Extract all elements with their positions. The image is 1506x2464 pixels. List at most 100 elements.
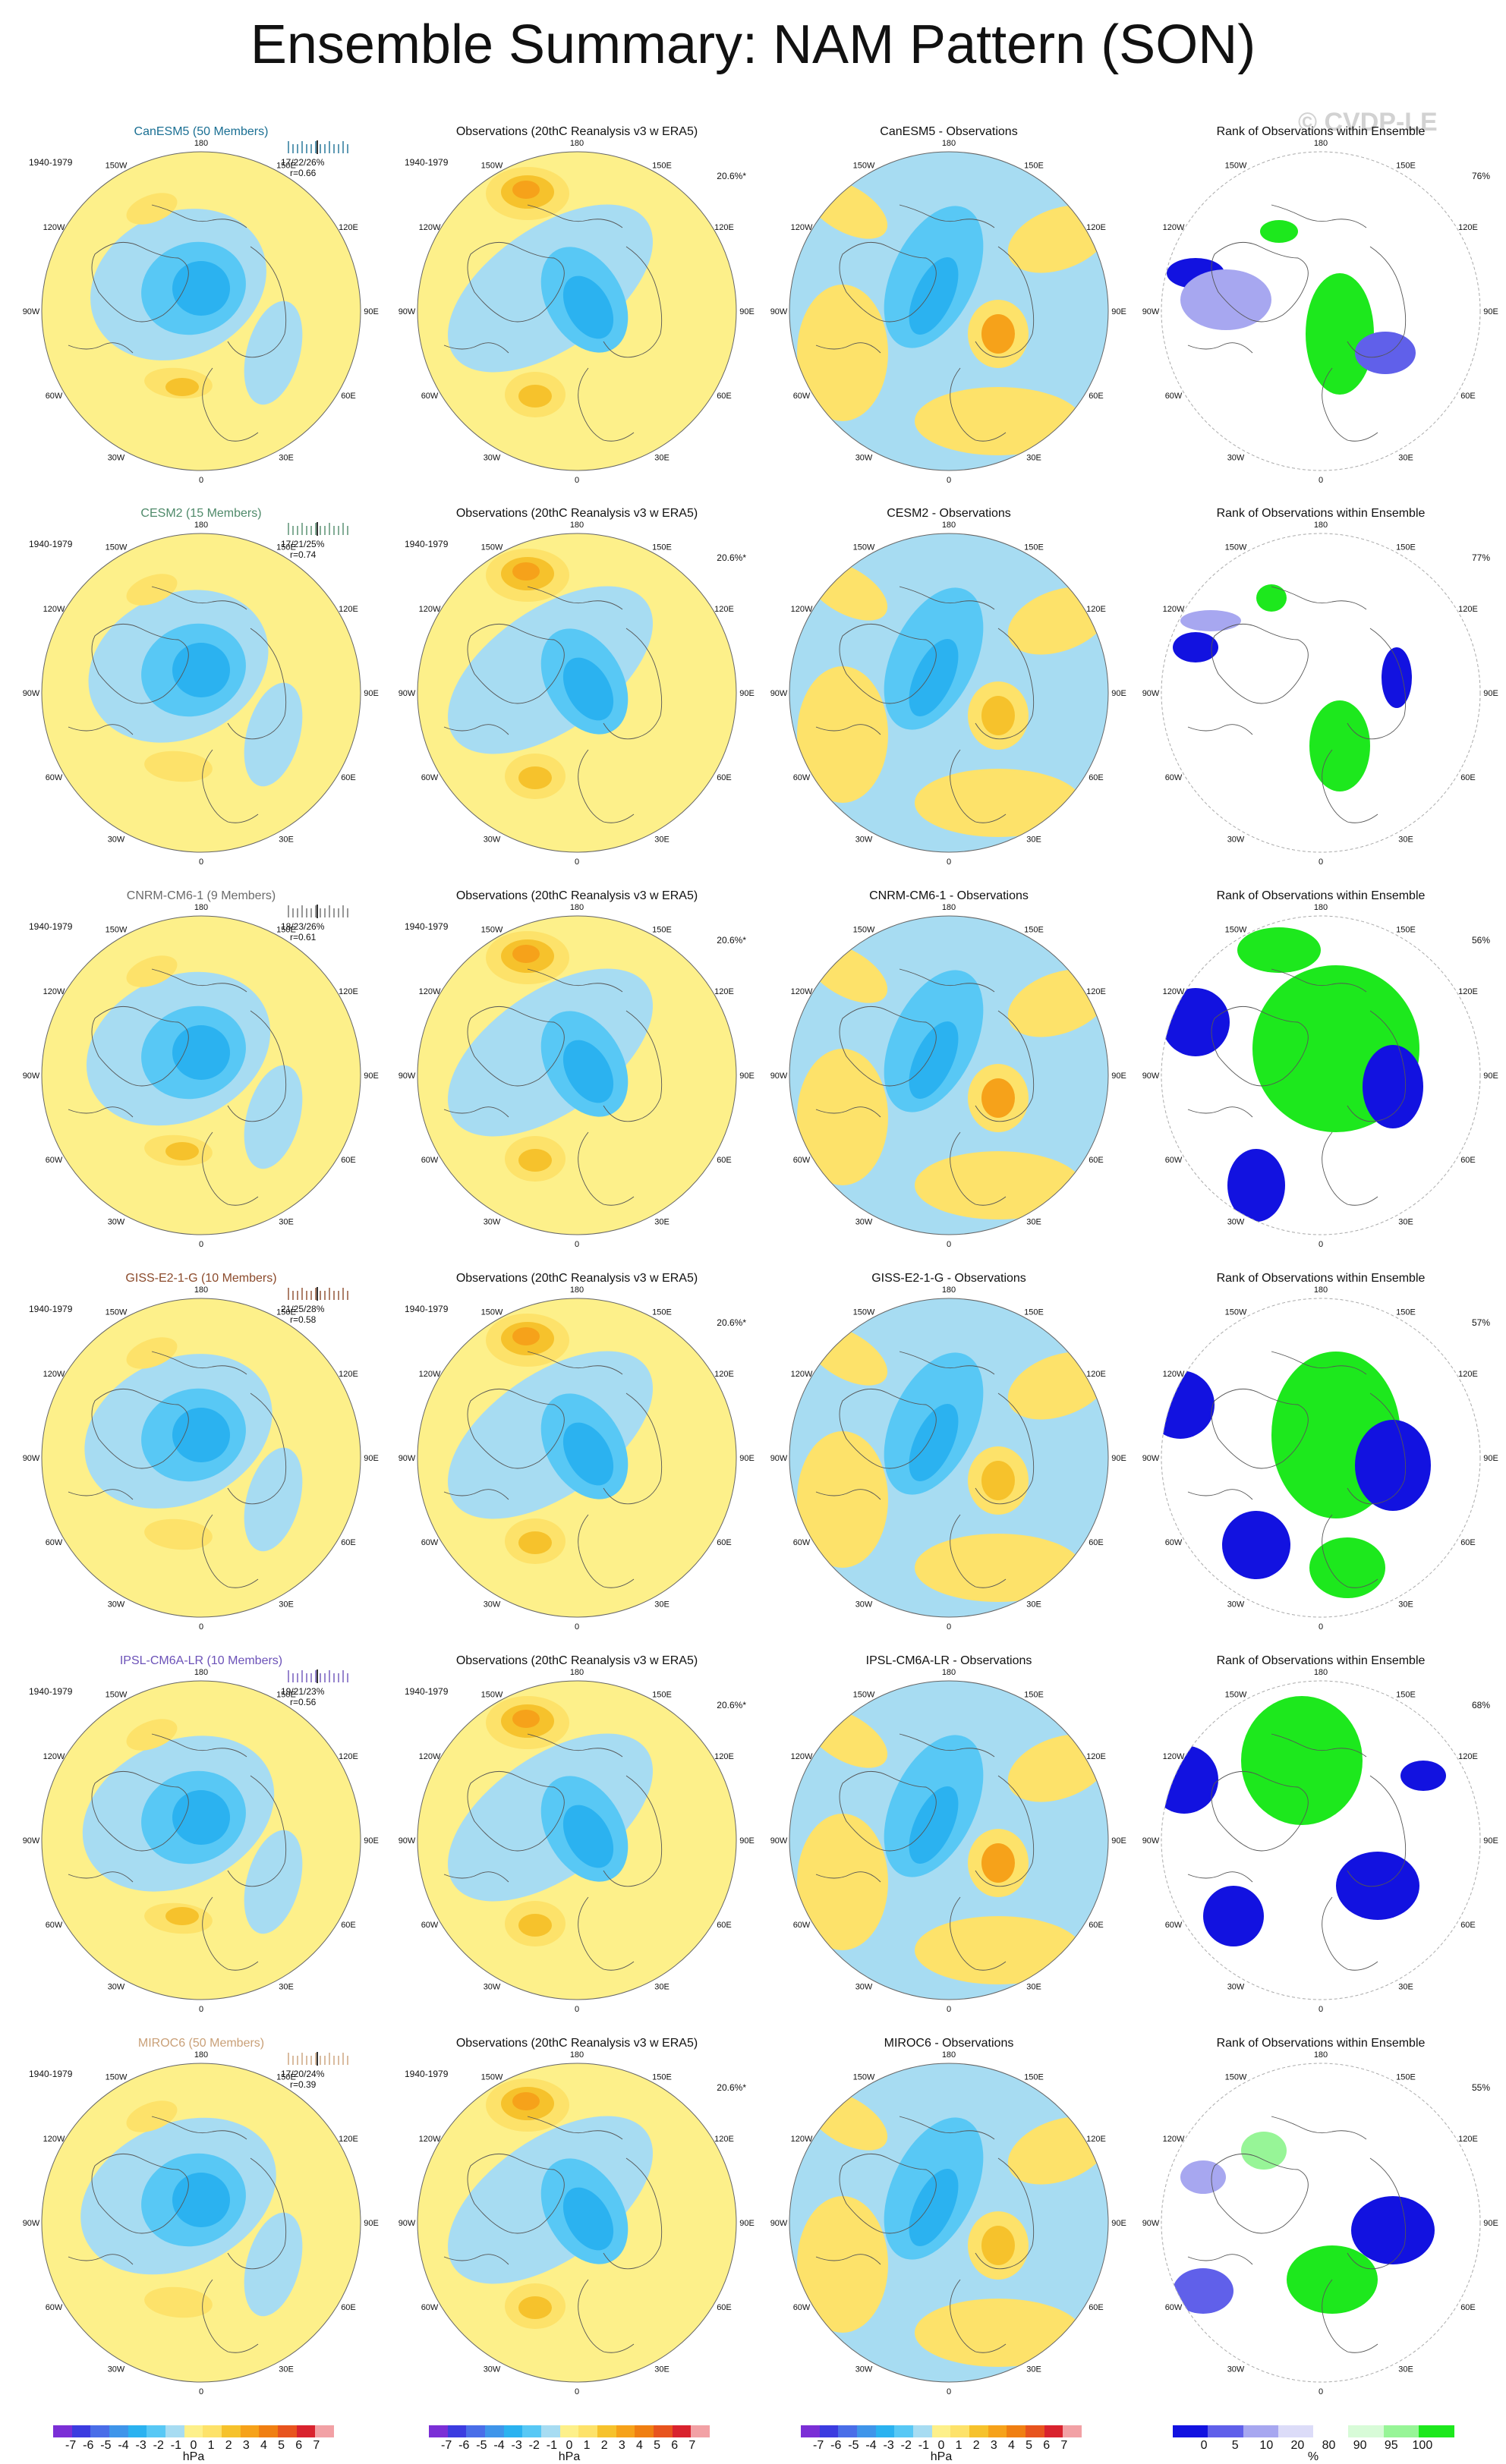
longitude-label: 150W — [1225, 1308, 1247, 1317]
colorbar-tick-label: -3 — [883, 2439, 894, 2452]
longitude-label: 90W — [399, 1072, 416, 1081]
colorbar-tick-label: -3 — [511, 2439, 522, 2452]
longitude-label: 0 — [575, 2005, 579, 2014]
colorbar-tick-label: -6 — [458, 2439, 470, 2452]
rank-percent: 56% — [1471, 935, 1490, 946]
colorbar-tick-label: -4 — [118, 2439, 129, 2452]
longitude-label: 60E — [341, 2303, 356, 2312]
negative-anomaly-core — [562, 1422, 614, 1486]
longitude-label: 150E — [276, 1691, 296, 1700]
colorbar-box — [559, 2425, 579, 2437]
longitude-label: 0 — [1319, 1622, 1323, 1632]
map-field — [417, 1681, 736, 2000]
rank-percent: 77% — [1471, 552, 1490, 563]
longitude-label: 90E — [364, 307, 379, 316]
longitude-label: 90W — [23, 307, 40, 316]
period-label: 1940-1979 — [29, 539, 73, 549]
longitude-label: 150W — [481, 1691, 503, 1700]
longitude-label: 180 — [194, 1668, 208, 1677]
longitude-label: 180 — [194, 521, 208, 530]
map-field — [417, 1298, 736, 1617]
map-boundary — [1161, 2063, 1481, 2383]
longitude-label: 90W — [770, 307, 788, 316]
longitude-label: 150E — [652, 2073, 672, 2082]
rank-region — [1161, 1370, 1215, 1439]
longitude-label: 120W — [791, 223, 813, 232]
colorbar-tick-label: -5 — [848, 2439, 859, 2452]
longitude-label: 150W — [1225, 543, 1247, 552]
longitude-label: 60E — [1460, 1921, 1476, 1930]
rank-title: Rank of Observations within Ensemble — [1216, 2037, 1426, 2050]
longitude-label: 90E — [739, 689, 755, 698]
longitude-label: 150E — [1024, 2073, 1044, 2082]
longitude-label: 30W — [855, 1982, 873, 1991]
member-spread-ticks — [288, 1669, 348, 1683]
longitude-label: 120W — [1163, 987, 1185, 996]
rank-region — [1363, 1045, 1423, 1128]
longitude-label: 120W — [419, 1370, 441, 1379]
obs-map: 180 150E 120E 90E 60E 30E 0 30W 60W 90W 120W 150W — [399, 1285, 755, 1632]
longitude-label: 180 — [570, 1285, 584, 1295]
longitude-label: 30W — [1227, 2365, 1245, 2374]
colorbar-box — [931, 2425, 951, 2437]
longitude-label: 60E — [717, 1921, 732, 1930]
colorbar-tick-label: -6 — [83, 2439, 94, 2452]
negative-anomaly-side — [244, 1830, 303, 1934]
positive-anomaly-pacific-core — [512, 945, 540, 963]
longitude-label: 30E — [654, 1217, 670, 1226]
rank-title: Rank of Observations within Ensemble — [1216, 125, 1426, 138]
rank-map: 180 150E 120E 90E 60E 30E 0 30W 60W 90W 120W 150W — [1142, 1668, 1498, 2014]
map-field — [1161, 2063, 1480, 2382]
longitude-label: 30W — [855, 1600, 873, 1609]
model-title: CESM2 (15 Members) — [140, 507, 262, 520]
rank-region — [1241, 1696, 1363, 1825]
colorbar-box — [578, 2425, 598, 2437]
longitude-label: 120W — [43, 1370, 65, 1379]
rank-region — [1203, 1886, 1264, 1946]
positive-anomaly-pacific — [126, 1337, 178, 1369]
longitude-label: 60E — [1460, 392, 1476, 401]
colorbar-box — [240, 2425, 260, 2437]
model-panel-row-2: 180 150E 120E 90E 60E 30E 0 30W 60W 90W 120W 150W CE… — [23, 507, 380, 890]
longitude-label: 150W — [1225, 926, 1247, 935]
longitude-label: 30W — [484, 2365, 501, 2374]
longitude-label: 180 — [570, 139, 584, 148]
longitude-label: 150W — [481, 162, 503, 171]
negative-difference-core — [909, 1404, 959, 1481]
map-field — [1161, 152, 1480, 470]
coastlines — [68, 204, 287, 442]
longitude-label: 120E — [1086, 2135, 1106, 2144]
map-field — [417, 2063, 736, 2382]
colorbar-tick-label: -7 — [813, 2439, 824, 2452]
observations-title: Observations (20thC Reanalysis v3 w ERA5… — [455, 1654, 698, 1667]
colorbar-box — [875, 2425, 895, 2437]
map-field — [42, 1681, 361, 2000]
longitude-label: 150E — [276, 1308, 296, 1317]
diff-panel-row-6: 180 150E 120E 90E 60E 30E 0 30W 60W 90W 120W 150W MI… — [770, 2037, 1127, 2420]
longitude-label: 30W — [1227, 1600, 1245, 1609]
map-boundary — [41, 533, 361, 853]
colorbar-tick-label: 80 — [1322, 2439, 1336, 2452]
pattern-correlation: r=0.66 — [290, 168, 317, 178]
coastlines — [815, 204, 1035, 442]
longitude-label: 150W — [853, 162, 875, 171]
longitude-label: 150W — [853, 926, 875, 935]
longitude-label: 30E — [1398, 453, 1413, 462]
period-label: 1940-1979 — [405, 2069, 449, 2079]
longitude-label: 60W — [421, 773, 439, 782]
longitude-label: 0 — [1319, 2387, 1323, 2396]
watermark: © CVDP-LE — [1298, 108, 1438, 137]
variance-explained: 20.6%* — [717, 2082, 746, 2093]
longitude-label: 150W — [106, 1691, 128, 1700]
longitude-label: 120E — [1458, 223, 1478, 232]
colorbar-box — [466, 2425, 486, 2437]
colorbar-tick-label: 4 — [636, 2439, 643, 2452]
longitude-label: 180 — [1314, 903, 1328, 912]
rank-percent: 76% — [1471, 171, 1490, 181]
colorbar-tick-label: -4 — [493, 2439, 505, 2452]
model-map: 180 150E 120E 90E 60E 30E 0 30W 60W 90W 120W 150W — [23, 521, 379, 867]
longitude-label: 0 — [575, 1240, 579, 1249]
colorbar-tick-label: -7 — [441, 2439, 452, 2452]
longitude-label: 90E — [1483, 2219, 1498, 2228]
negative-anomaly-core — [172, 1790, 230, 1845]
